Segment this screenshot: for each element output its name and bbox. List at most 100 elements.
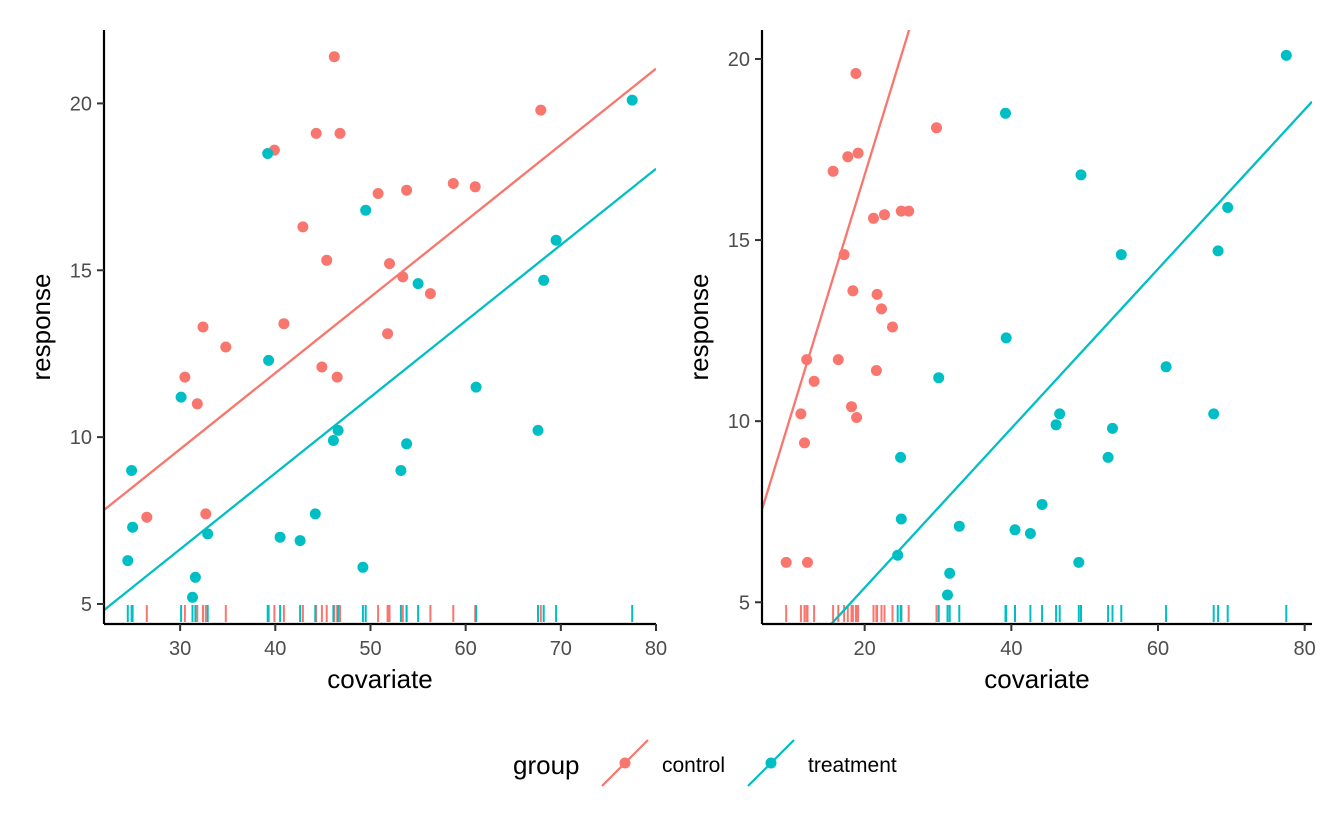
point-control xyxy=(850,68,862,79)
legend-label-treatment: treatment xyxy=(808,754,897,777)
point-treatment xyxy=(309,508,321,520)
left-panel: 30 40 50 60 70 80 5 10 15 20 covariate response xyxy=(26,30,667,694)
point-treatment xyxy=(127,521,139,533)
point-control xyxy=(310,127,322,139)
point-control xyxy=(316,361,328,373)
point-treatment xyxy=(1222,202,1234,213)
point-control xyxy=(879,209,890,221)
x-tick-label: 80 xyxy=(645,638,667,660)
point-treatment xyxy=(175,391,187,403)
x-tick-label: 40 xyxy=(264,638,286,660)
y-tick-label: 20 xyxy=(70,93,92,115)
point-control xyxy=(876,303,887,315)
x-tick-label: 40 xyxy=(1000,638,1022,660)
point-treatment xyxy=(395,465,407,476)
legend-key-control-point xyxy=(619,757,631,769)
legend: group control treatment xyxy=(513,739,897,787)
x-tick-label: 60 xyxy=(455,638,477,660)
point-control xyxy=(870,365,882,376)
point-treatment xyxy=(1102,451,1114,463)
point-control xyxy=(382,328,394,340)
point-treatment xyxy=(1054,408,1066,420)
point-control xyxy=(802,556,813,568)
point-treatment xyxy=(953,520,965,532)
point-control xyxy=(220,341,232,353)
point-control xyxy=(321,254,333,266)
legend-label-control: control xyxy=(662,754,725,777)
point-treatment xyxy=(538,274,550,286)
point-control xyxy=(278,318,290,330)
point-treatment xyxy=(263,354,275,366)
x-tick-label: 20 xyxy=(854,638,876,660)
point-treatment xyxy=(327,435,339,446)
point-treatment xyxy=(1000,107,1011,119)
plot-area xyxy=(762,30,1312,624)
point-control xyxy=(401,184,413,196)
point-control xyxy=(838,249,850,261)
right-panel: 20 40 60 80 5 10 15 20 covariate response xyxy=(684,30,1316,694)
point-control xyxy=(808,375,820,387)
point-treatment xyxy=(412,278,424,290)
point-control xyxy=(780,556,792,568)
point-treatment xyxy=(1036,499,1048,510)
point-control xyxy=(469,181,481,193)
point-treatment xyxy=(1009,524,1021,536)
point-treatment xyxy=(895,451,907,463)
point-control xyxy=(297,221,309,233)
point-control xyxy=(851,412,863,423)
point-control xyxy=(328,51,340,63)
x-tick-label: 50 xyxy=(359,638,381,660)
point-treatment xyxy=(470,381,482,393)
point-control xyxy=(334,127,346,139)
fit-line-treatment xyxy=(104,167,656,611)
point-treatment xyxy=(360,204,372,216)
point-treatment xyxy=(1160,361,1172,373)
point-control xyxy=(801,354,813,366)
point-control xyxy=(903,205,915,217)
x-axis-title: covariate xyxy=(327,664,433,694)
y-tick-label: 15 xyxy=(70,260,92,282)
y-tick-label: 20 xyxy=(728,49,750,71)
point-treatment xyxy=(401,438,413,450)
point-treatment xyxy=(1107,422,1118,434)
point-control xyxy=(535,104,547,116)
fit-line-control xyxy=(762,30,911,510)
point-treatment xyxy=(294,535,306,547)
point-control xyxy=(447,178,459,189)
point-control xyxy=(384,258,395,270)
point-control xyxy=(868,212,879,224)
legend-key-treatment-point xyxy=(765,757,777,769)
point-control xyxy=(372,188,384,199)
point-treatment xyxy=(933,372,945,384)
y-tick-label: 10 xyxy=(70,427,92,449)
point-treatment xyxy=(1212,245,1224,257)
x-tick-label: 30 xyxy=(169,638,191,660)
point-control xyxy=(141,511,153,523)
y-axis-title: response xyxy=(26,274,56,381)
point-treatment xyxy=(1000,332,1012,344)
point-treatment xyxy=(187,591,198,603)
point-treatment xyxy=(550,234,562,246)
point-control xyxy=(179,371,191,383)
point-treatment xyxy=(122,555,134,567)
point-control xyxy=(887,321,898,333)
point-control xyxy=(842,151,854,163)
point-treatment xyxy=(532,424,544,436)
point-control xyxy=(331,371,343,383)
point-control xyxy=(397,271,409,283)
point-treatment xyxy=(126,465,138,476)
fit-line-control xyxy=(104,67,656,511)
y-tick-label: 5 xyxy=(739,592,750,614)
point-treatment xyxy=(357,561,369,573)
x-tick-label: 60 xyxy=(1147,638,1169,660)
point-treatment xyxy=(944,567,956,579)
y-tick-label: 15 xyxy=(728,230,750,252)
point-control xyxy=(197,321,209,333)
point-treatment xyxy=(892,549,904,561)
point-treatment xyxy=(332,424,344,436)
y-tick-label: 10 xyxy=(728,411,750,433)
point-treatment xyxy=(274,531,286,543)
point-control xyxy=(795,408,807,420)
point-control xyxy=(191,398,203,410)
